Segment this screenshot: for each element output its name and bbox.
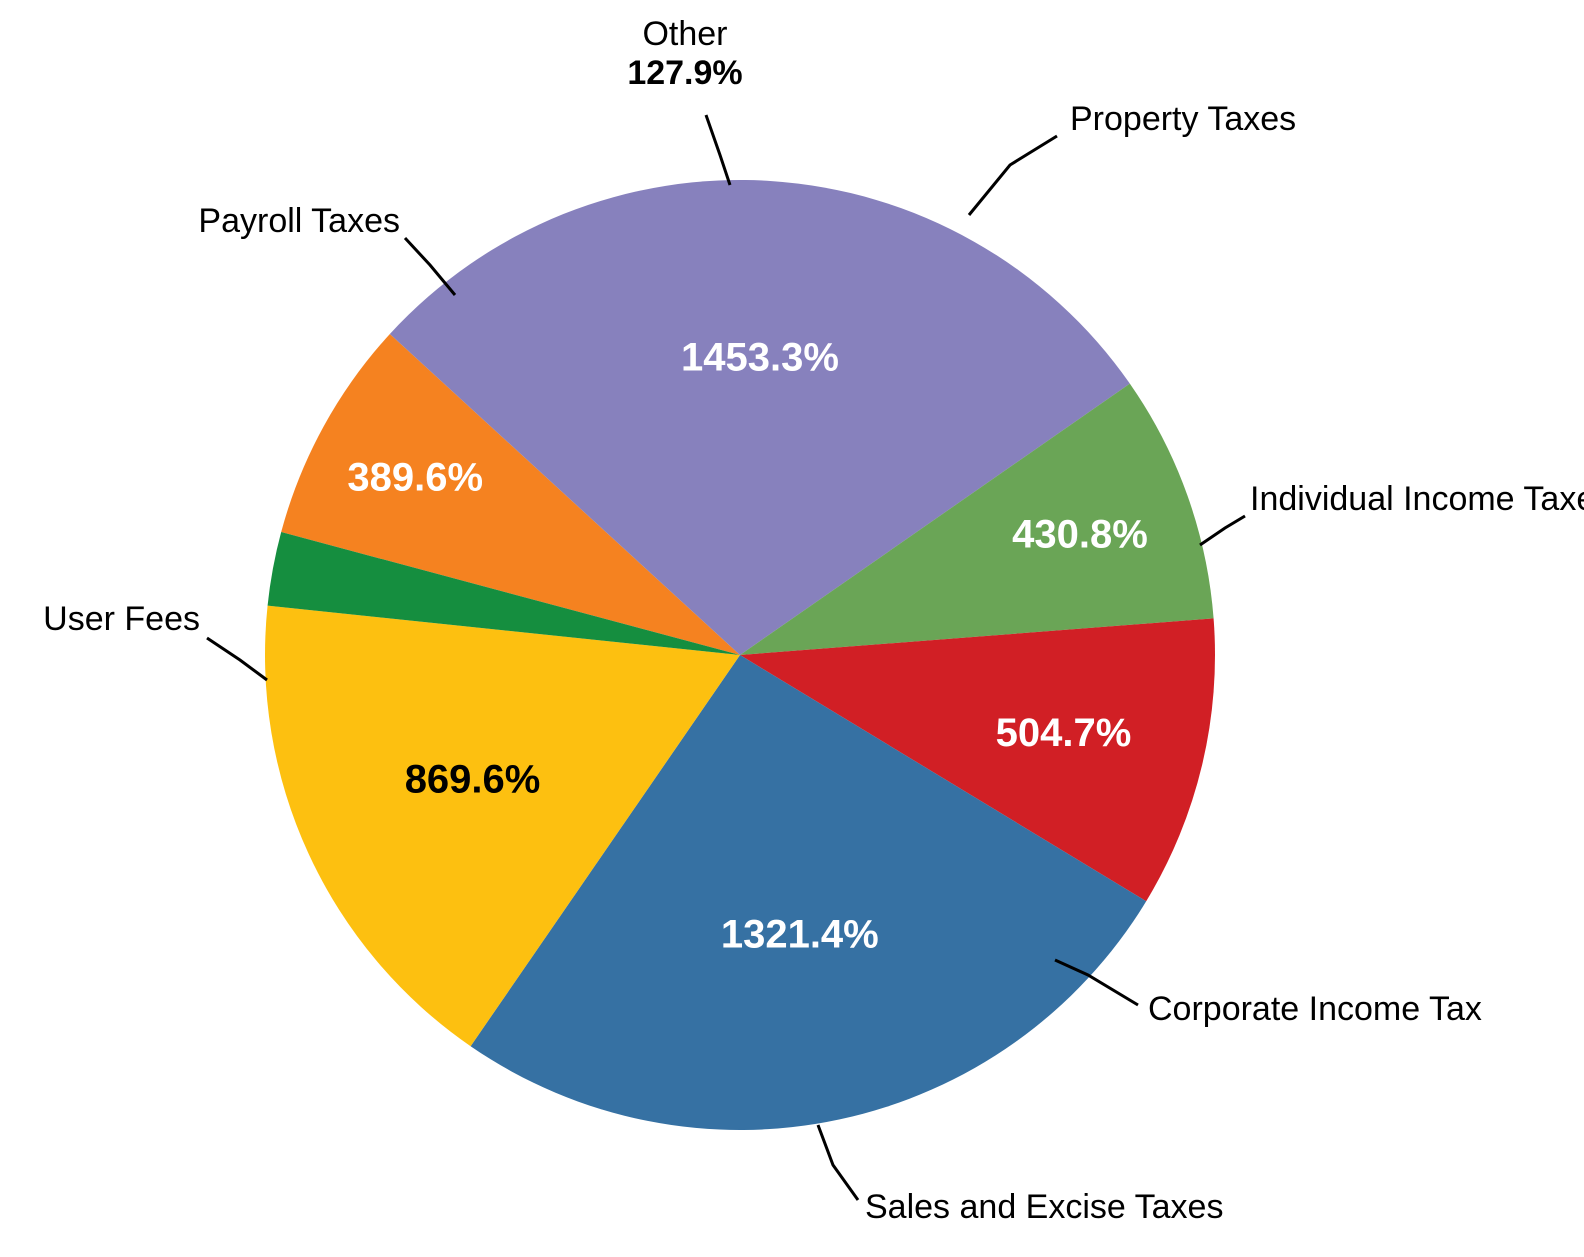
label-individual_income_taxes: Individual Income Taxes bbox=[1250, 480, 1584, 518]
pie-chart-container: Property Taxes Individual Income Taxes Cor… bbox=[0, 0, 1584, 1257]
leader-user_fees bbox=[207, 638, 267, 680]
label-other: Other127.9% bbox=[627, 15, 742, 92]
leader-individual_income_taxes bbox=[1200, 516, 1245, 545]
value-property_taxes: 389.6% bbox=[347, 456, 483, 500]
leader-sales_excise_taxes bbox=[818, 1125, 858, 1200]
leader-property_taxes bbox=[969, 136, 1057, 215]
leader-payroll_taxes bbox=[405, 238, 455, 295]
label-user_fees: User Fees bbox=[43, 600, 200, 638]
value-individual_income_taxes: 1453.3% bbox=[681, 335, 839, 379]
value-corporate_income_tax: 430.8% bbox=[1012, 513, 1148, 557]
label-sales_excise_taxes: Sales and Excise Taxes bbox=[865, 1188, 1223, 1226]
label-corporate_income_tax: Corporate Income Tax bbox=[1148, 990, 1482, 1028]
pie-chart-svg: Property Taxes Individual Income Taxes Cor… bbox=[0, 0, 1584, 1257]
value-user_fees: 1321.4% bbox=[721, 913, 879, 957]
leader-other bbox=[706, 115, 730, 185]
value-sales_excise_taxes: 504.7% bbox=[996, 711, 1132, 755]
label-payroll_taxes: Payroll Taxes bbox=[198, 202, 400, 240]
label-property_taxes: Property Taxes bbox=[1070, 100, 1296, 138]
value-payroll_taxes: 869.6% bbox=[405, 757, 541, 801]
